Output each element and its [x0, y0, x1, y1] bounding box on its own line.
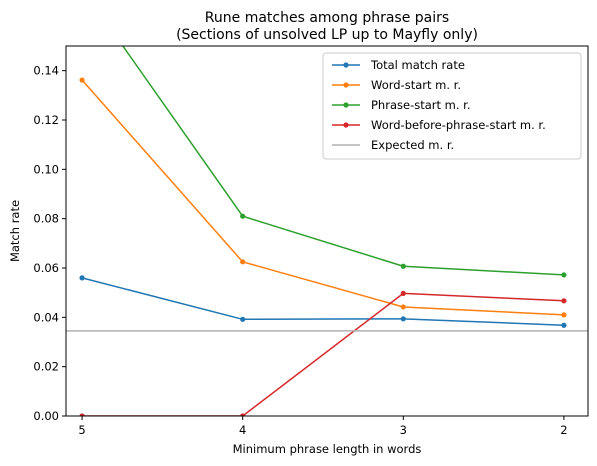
y-tick-label: 0.14	[33, 64, 59, 78]
chart-title-line-2: (Sections of unsolved LP up to Mayfly on…	[176, 27, 478, 43]
plot-frame	[65, 45, 589, 417]
data-point-phrase-start-m-r	[240, 213, 246, 219]
legend-frame	[322, 52, 582, 160]
series-line-phrase-start-m-r	[121, 46, 564, 276]
data-point-word-before-phrase-start-m-r	[561, 298, 567, 304]
series-layer	[66, 46, 588, 416]
legend: Total match rate Word-start m. r. Phrase-s…	[322, 52, 582, 160]
x-tick-label: 2	[560, 423, 567, 437]
y-tick-label: 0.12	[33, 113, 59, 127]
x-axis: 5 4 3 2	[78, 416, 568, 437]
data-point-total-match-rate	[561, 322, 567, 328]
chart-title-line-1: Rune matches among phrase pairs	[205, 10, 449, 26]
data-point-word-start-m-r	[400, 304, 406, 310]
legend-entry-label: Word-start m. r.	[371, 78, 461, 92]
legend-swatch-marker	[343, 122, 349, 128]
data-point-word-start-m-r	[240, 259, 246, 265]
data-point-total-match-rate	[79, 275, 85, 281]
x-tick-label: 4	[239, 423, 246, 437]
x-axis-label: Minimum phrase length in words	[233, 442, 422, 456]
data-point-word-before-phrase-start-m-r	[240, 413, 246, 416]
y-tick-label: 0.10	[33, 162, 59, 176]
legend-swatch-marker	[343, 62, 349, 68]
data-point-phrase-start-m-r	[400, 263, 406, 269]
legend-entry-label: Expected m. r.	[371, 138, 454, 152]
data-point-word-start-m-r	[561, 312, 567, 318]
data-point-phrase-start-m-r	[561, 272, 567, 278]
series-line-word-start-m-r	[81, 79, 564, 316]
data-point-word-before-phrase-start-m-r	[79, 413, 85, 416]
series-line-total-match-rate	[81, 277, 564, 326]
legend-swatch-marker	[343, 102, 349, 108]
legend-entry-label: Total match rate	[370, 58, 465, 72]
data-point-total-match-rate	[400, 316, 406, 322]
y-axis: 0.00 0.02 0.04 0.06 0.08 0.10 0.12 0.14	[33, 64, 66, 423]
legend-entry-label: Phrase-start m. r.	[371, 98, 471, 112]
y-tick-label: 0.04	[33, 310, 59, 324]
y-tick-label: 0.08	[33, 212, 59, 226]
data-point-word-before-phrase-start-m-r	[400, 290, 406, 297]
data-point-total-match-rate	[240, 316, 246, 322]
y-tick-label: 0.06	[33, 261, 59, 275]
legend-swatch-marker	[343, 82, 349, 88]
legend-entry-label: Word-before-phrase-start m. r.	[371, 118, 546, 132]
y-tick-label: 0.00	[33, 409, 59, 423]
data-point-word-start-m-r	[79, 77, 85, 83]
plot-area	[65, 45, 589, 417]
y-axis-label: Match rate	[8, 200, 22, 262]
y-tick-label: 0.02	[33, 360, 59, 374]
x-tick-label: 3	[400, 423, 407, 437]
series-line-word-before-phrase-start-m-r	[82, 292, 564, 416]
x-tick-label: 5	[78, 423, 85, 437]
